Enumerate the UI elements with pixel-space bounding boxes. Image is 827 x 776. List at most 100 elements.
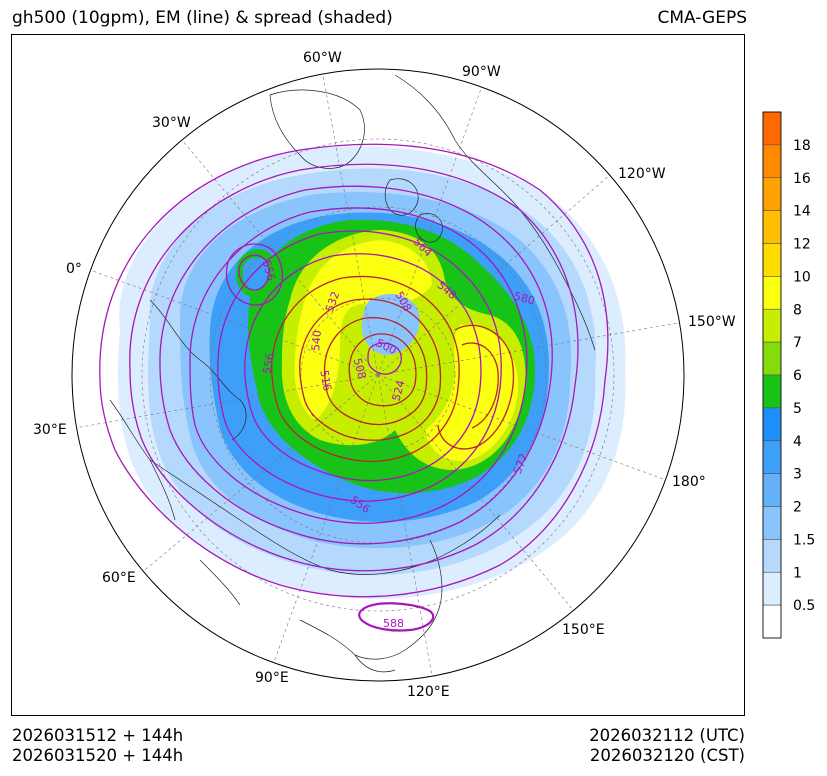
colorbar-swatch bbox=[762, 440, 782, 474]
contour-label: 508 bbox=[351, 357, 369, 381]
lon-label-0: 0° bbox=[66, 261, 82, 277]
meridian-150w bbox=[377, 321, 684, 376]
contour-pacific-trough-1 bbox=[437, 324, 515, 450]
colorbar-swatch bbox=[762, 308, 782, 343]
colorbar-tick-label: 0.5 bbox=[793, 598, 815, 614]
contour-label: 556 bbox=[260, 259, 278, 283]
colorbar-tick-label: 5 bbox=[793, 401, 802, 417]
contour-580 bbox=[99, 143, 609, 598]
colorbar-tick-label: 14 bbox=[793, 204, 811, 220]
colorbar-tick-label: 1.5 bbox=[793, 532, 815, 548]
lon-label-180: 180° bbox=[672, 474, 706, 490]
colorbar-swatch bbox=[762, 177, 782, 211]
meridian-90e bbox=[273, 374, 379, 663]
contour-548 bbox=[217, 230, 502, 502]
lon-label-60e: 60°E bbox=[102, 570, 136, 586]
lon-label-120e: 120°E bbox=[407, 684, 450, 700]
colorbar-tick-label: 16 bbox=[793, 171, 811, 187]
contour-564 bbox=[159, 185, 553, 545]
lon-label-90e: 90°E bbox=[255, 670, 289, 686]
colorbar-tick-label: 2 bbox=[793, 500, 802, 516]
contour-532 bbox=[271, 275, 460, 463]
colorbar-swatch bbox=[762, 144, 782, 179]
colorbar-swatch bbox=[762, 539, 782, 573]
parallel-30n bbox=[209, 206, 547, 544]
valid-time-cst: 2026032120 (CST) bbox=[589, 746, 745, 765]
contour-500 bbox=[367, 342, 402, 375]
lon-label-30e: 30°E bbox=[33, 422, 67, 438]
colorbar-swatch bbox=[762, 374, 782, 409]
colorbar-swatch bbox=[762, 276, 782, 310]
spread-cutoff-low-inner bbox=[242, 257, 269, 290]
colorbar-tick-label: 6 bbox=[793, 368, 802, 384]
footer-valid: 2026032112 (UTC) 2026032120 (CST) bbox=[589, 726, 745, 766]
em-contours bbox=[99, 143, 609, 632]
contour-label: 524 bbox=[390, 379, 408, 403]
contour-label: 540 bbox=[309, 330, 324, 352]
colorbar-tick-label: 1 bbox=[793, 565, 802, 581]
footer-init: 2026031512 + 144h 2026031520 + 144h bbox=[12, 726, 183, 766]
model-name: CMA-GEPS bbox=[657, 8, 747, 28]
colorbar-swatch bbox=[762, 506, 782, 540]
contour-label: 588 bbox=[383, 617, 404, 630]
contour-label: 556 bbox=[260, 352, 276, 375]
init-time-utc: 2026031512 + 144h bbox=[12, 726, 184, 745]
coast-greenland bbox=[269, 89, 365, 169]
contour-508 bbox=[348, 333, 417, 407]
colorbar-tick-label: 7 bbox=[793, 335, 802, 351]
parallel-0 bbox=[141, 138, 615, 612]
lon-label-150w: 150°W bbox=[688, 314, 736, 330]
spread-shading bbox=[117, 146, 626, 599]
colorbar-swatch bbox=[762, 604, 782, 639]
colorbar-tick-label: 4 bbox=[793, 434, 802, 450]
coast-africa bbox=[109, 399, 176, 521]
contour-cutoff-inner bbox=[238, 254, 270, 291]
contour-pacific-trough-2 bbox=[461, 342, 499, 429]
parallel-60n bbox=[300, 297, 456, 453]
colorbar-swatch bbox=[762, 111, 782, 146]
contour-516 bbox=[323, 317, 428, 426]
colorbar-swatch bbox=[762, 243, 782, 277]
chart-title: gh500 (10gpm), EM (line) & spread (shade… bbox=[12, 8, 393, 28]
coast-arctic-islands bbox=[384, 178, 443, 243]
colorbar-tick-label: 10 bbox=[793, 269, 811, 285]
coast-asia bbox=[149, 459, 501, 575]
colorbar-swatch bbox=[762, 473, 782, 507]
contour-556 bbox=[189, 207, 528, 524]
contour-524 bbox=[299, 298, 442, 441]
lon-label-150e: 150°E bbox=[562, 622, 605, 638]
lon-label-90w: 90°W bbox=[462, 64, 501, 80]
lon-label-60w: 60°W bbox=[303, 50, 342, 66]
coast-east-asia bbox=[354, 539, 443, 660]
lon-label-30w: 30°W bbox=[152, 115, 191, 131]
colorbar-swatch bbox=[762, 341, 782, 376]
meridian-60e bbox=[144, 374, 379, 571]
colorbar: 18 16 14 12 10 8 7 6 5 4 3 2 1.5 1 0.5 bbox=[762, 111, 815, 639]
contour-label: 580 bbox=[513, 290, 537, 308]
colorbar-tick-label: 8 bbox=[793, 302, 802, 318]
coast-southeast-asia bbox=[299, 619, 396, 673]
contour-540 bbox=[244, 253, 482, 482]
coast-arabia bbox=[199, 559, 241, 606]
meridian-60w bbox=[321, 69, 379, 376]
colorbar-swatch bbox=[762, 407, 782, 442]
colorbar-outline bbox=[762, 111, 782, 639]
valid-time-utc: 2026032112 (UTC) bbox=[589, 726, 745, 745]
contour-588 bbox=[358, 602, 435, 632]
contour-cutoff-outer bbox=[226, 243, 284, 306]
colorbar-swatch bbox=[762, 571, 782, 606]
contour-label: 516 bbox=[317, 369, 333, 392]
colorbar-tick-label: 12 bbox=[793, 237, 811, 253]
longitude-label-group: 60°W 90°W 30°W 120°W 0° 150°W 30°E 180° … bbox=[33, 50, 736, 700]
globe: 556 564 548 580 532 508 540 500 556 516 … bbox=[72, 69, 684, 681]
globe-outline bbox=[71, 68, 685, 682]
contour-572 bbox=[129, 163, 579, 572]
contour-label-group: 556 564 548 580 532 508 540 500 556 516 … bbox=[260, 235, 536, 630]
spread-level-7 bbox=[294, 240, 519, 461]
init-time-cst: 2026031520 + 144h bbox=[12, 746, 184, 765]
colorbar-tick-label: 18 bbox=[793, 138, 811, 154]
colorbar-tick-label: 3 bbox=[793, 467, 802, 483]
colorbar-swatch bbox=[762, 210, 782, 244]
lon-label-120w: 120°W bbox=[618, 166, 666, 182]
